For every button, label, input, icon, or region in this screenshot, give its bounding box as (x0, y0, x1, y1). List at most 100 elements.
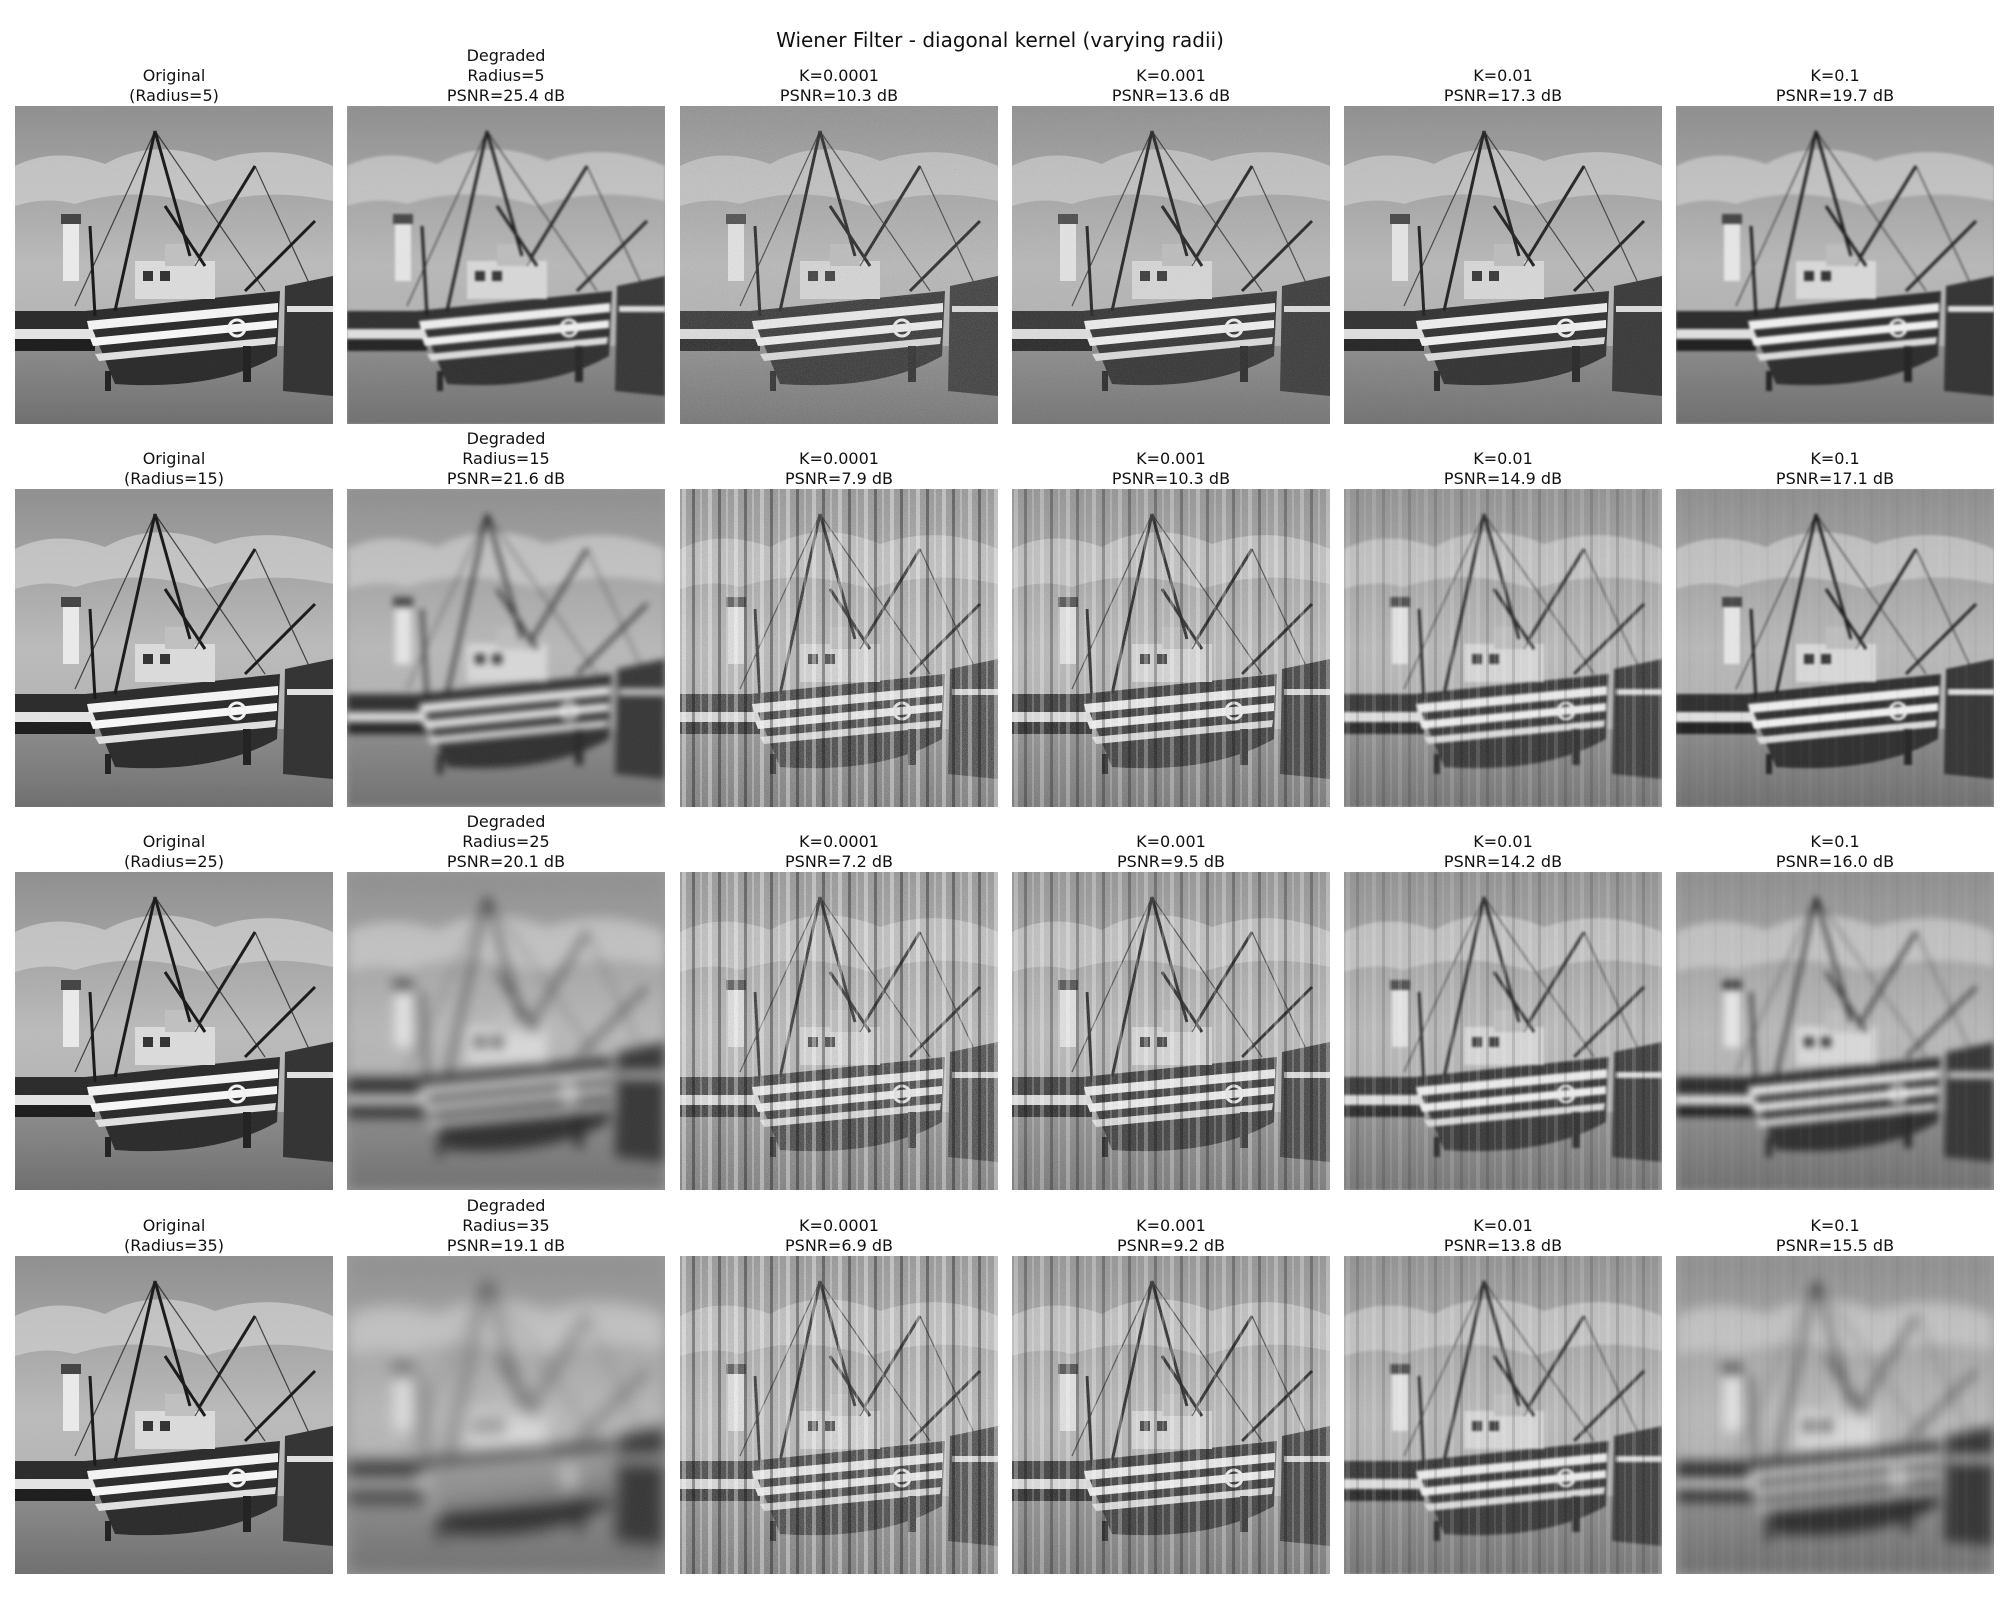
caption-line: PSNR=19.1 dB (446, 1236, 566, 1255)
caption-line: K=0.01 (1473, 66, 1533, 85)
stripe-artifacts (1344, 1256, 1662, 1574)
caption-line: PSNR=13.8 dB (1443, 1236, 1563, 1255)
caption-line: Degraded (466, 46, 546, 65)
caption-line: Radius=35 (462, 1216, 550, 1235)
caption-line: Degraded (466, 812, 546, 831)
caption-line: K=0.1 (1810, 66, 1860, 85)
caption-line: K=0.0001 (799, 66, 879, 85)
panel-caption: K=0.01 PSNR=14.9 dB (1324, 449, 1682, 489)
restored-panel: K=0.1 PSNR=15.5 dB (1676, 1190, 1994, 1574)
restored-panel: K=0.0001 PSNR=6.9 dB (680, 1190, 998, 1574)
degraded-panel: Degraded Radius=5 PSNR=25.4 dB (347, 40, 665, 424)
restored-panel: K=0.0001 PSNR=7.9 dB (680, 423, 998, 807)
panel-caption: Original (Radius=15) (0, 449, 353, 489)
panel-caption: K=0.0001 PSNR=7.9 dB (660, 449, 1018, 489)
caption-line: (Radius=5) (129, 86, 219, 105)
caption-line: (Radius=15) (124, 469, 224, 488)
result-row: Original (Radius=15) Degraded Radius=15 PSNR… (0, 423, 2000, 807)
restored-image (1676, 1256, 1994, 1574)
panel-caption: Original (Radius=35) (0, 1216, 353, 1256)
caption-line: PSNR=10.3 dB (779, 86, 899, 105)
original-image (15, 489, 333, 807)
caption-line: K=0.0001 (799, 449, 879, 468)
caption-line: PSNR=13.6 dB (1111, 86, 1231, 105)
restored-panel: K=0.01 PSNR=13.8 dB (1344, 1190, 1662, 1574)
restored-panel: K=0.01 PSNR=14.2 dB (1344, 806, 1662, 1190)
caption-line: K=0.01 (1473, 1216, 1533, 1235)
restored-image (1344, 106, 1662, 424)
restored-image (1344, 489, 1662, 807)
panel-caption: Degraded Radius=15 PSNR=21.6 dB (327, 429, 685, 489)
restored-image (1012, 1256, 1330, 1574)
restored-image (1344, 1256, 1662, 1574)
caption-line: Degraded (466, 429, 546, 448)
caption-line: PSNR=16.0 dB (1775, 852, 1895, 871)
restored-image (1012, 489, 1330, 807)
restored-panel: K=0.001 PSNR=10.3 dB (1012, 423, 1330, 807)
caption-line: Degraded (466, 1196, 546, 1215)
restored-image (680, 106, 998, 424)
caption-line: K=0.1 (1810, 1216, 1860, 1235)
restored-panel: K=0.1 PSNR=16.0 dB (1676, 806, 1994, 1190)
figure-title: Wiener Filter - diagonal kernel (varying… (776, 28, 1224, 52)
restored-image (680, 872, 998, 1190)
panel-caption: K=0.0001 PSNR=6.9 dB (660, 1216, 1018, 1256)
caption-line: Original (142, 1216, 206, 1235)
result-row: Original (Radius=35) Degraded Radius=35 PSNR… (0, 1190, 2000, 1574)
stripe-artifacts (1676, 872, 1994, 1190)
original-panel: Original (Radius=5) (15, 40, 333, 424)
caption-line: K=0.0001 (799, 832, 879, 851)
stripe-artifacts (1012, 1256, 1330, 1574)
panel-caption: K=0.1 PSNR=16.0 dB (1656, 832, 2000, 872)
caption-line: K=0.001 (1136, 449, 1206, 468)
panel-caption: Degraded Radius=25 PSNR=20.1 dB (327, 812, 685, 872)
degraded-image (347, 1256, 665, 1574)
panel-caption: K=0.0001 PSNR=7.2 dB (660, 832, 1018, 872)
degraded-panel: Degraded Radius=35 PSNR=19.1 dB (347, 1190, 665, 1574)
restored-image (1676, 489, 1994, 807)
panel-caption: Original (Radius=25) (0, 832, 353, 872)
panel-caption: K=0.1 PSNR=17.1 dB (1656, 449, 2000, 489)
restored-panel: K=0.1 PSNR=19.7 dB (1676, 40, 1994, 424)
panel-caption: Degraded Radius=5 PSNR=25.4 dB (327, 46, 685, 106)
caption-line: K=0.001 (1136, 66, 1206, 85)
caption-line: K=0.01 (1473, 832, 1533, 851)
result-row: Original (Radius=5) Degraded Radius=5 PSNR=2… (0, 40, 2000, 424)
restored-panel: K=0.001 PSNR=9.5 dB (1012, 806, 1330, 1190)
result-row: Original (Radius=25) Degraded Radius=25 PSNR… (0, 806, 2000, 1190)
caption-line: PSNR=9.5 dB (1117, 852, 1225, 871)
restored-panel: K=0.0001 PSNR=10.3 dB (680, 40, 998, 424)
caption-line: PSNR=14.2 dB (1443, 852, 1563, 871)
restored-panel: K=0.01 PSNR=17.3 dB (1344, 40, 1662, 424)
caption-line: Radius=5 (467, 66, 545, 85)
restored-panel: K=0.01 PSNR=14.9 dB (1344, 423, 1662, 807)
panel-caption: K=0.001 PSNR=9.2 dB (992, 1216, 1350, 1256)
caption-line: Radius=25 (462, 832, 550, 851)
caption-line: (Radius=25) (124, 852, 224, 871)
restored-panel: K=0.1 PSNR=17.1 dB (1676, 423, 1994, 807)
panel-caption: K=0.001 PSNR=9.5 dB (992, 832, 1350, 872)
restored-image (1344, 872, 1662, 1190)
caption-line: K=0.001 (1136, 1216, 1206, 1235)
caption-line: PSNR=21.6 dB (446, 469, 566, 488)
stripe-artifacts (680, 489, 998, 807)
stripe-artifacts (1344, 489, 1662, 807)
restored-panel: K=0.001 PSNR=9.2 dB (1012, 1190, 1330, 1574)
degraded-panel: Degraded Radius=25 PSNR=20.1 dB (347, 806, 665, 1190)
caption-line: PSNR=17.3 dB (1443, 86, 1563, 105)
caption-line: Original (142, 66, 206, 85)
caption-line: K=0.1 (1810, 449, 1860, 468)
original-image (15, 1256, 333, 1574)
restored-image (680, 489, 998, 807)
caption-line: Radius=15 (462, 449, 550, 468)
stripe-artifacts (1344, 872, 1662, 1190)
original-image (15, 106, 333, 424)
caption-line: PSNR=19.7 dB (1775, 86, 1895, 105)
degraded-panel: Degraded Radius=15 PSNR=21.6 dB (347, 423, 665, 807)
caption-line: PSNR=9.2 dB (1117, 1236, 1225, 1255)
degraded-image (347, 106, 665, 424)
original-image (15, 872, 333, 1190)
caption-line: PSNR=7.2 dB (785, 852, 893, 871)
stripe-artifacts (1676, 1256, 1994, 1574)
caption-line: PSNR=6.9 dB (785, 1236, 893, 1255)
